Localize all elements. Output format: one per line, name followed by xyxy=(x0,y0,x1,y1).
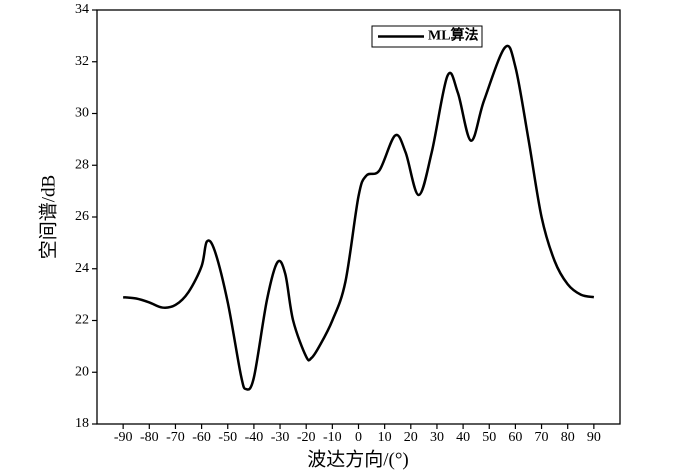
x-tick-label: -20 xyxy=(297,430,316,445)
x-tick-label: -70 xyxy=(166,430,185,445)
x-tick-label: -10 xyxy=(323,430,342,445)
x-tick-label: -30 xyxy=(271,430,290,445)
y-tick-label: 28 xyxy=(75,157,89,172)
x-axis-title: 波达方向/(°) xyxy=(307,448,409,470)
x-tick-label: 20 xyxy=(404,430,418,445)
y-tick-label: 34 xyxy=(75,2,89,17)
x-tick-label: 80 xyxy=(561,430,575,445)
x-tick-label: 40 xyxy=(456,430,470,445)
data-line xyxy=(123,44,595,391)
y-tick-label: 22 xyxy=(75,313,89,328)
y-tick-label: 18 xyxy=(75,416,89,431)
x-tick-label: 70 xyxy=(535,430,549,445)
x-tick-label: -40 xyxy=(245,430,264,445)
x-tick-label: -50 xyxy=(218,430,237,445)
x-tick-label: 30 xyxy=(430,430,444,445)
y-tick-label: 30 xyxy=(75,106,89,121)
y-tick-label: 24 xyxy=(75,261,89,276)
x-tick-label: 0 xyxy=(355,430,362,445)
x-tick-label: 90 xyxy=(587,430,601,445)
x-tick-label: 10 xyxy=(378,430,392,445)
x-tick-label: -80 xyxy=(140,430,159,445)
y-tick-label: 26 xyxy=(75,209,89,224)
y-axis-title: 空间谱/dB xyxy=(37,175,59,259)
legend-label: ML算法 xyxy=(428,27,479,44)
x-tick-label: 60 xyxy=(508,430,522,445)
y-tick-label: 32 xyxy=(75,54,89,69)
legend-box xyxy=(371,25,483,48)
x-tick-label: 50 xyxy=(482,430,496,445)
x-tick-label: -90 xyxy=(114,430,133,445)
x-tick-label: -60 xyxy=(192,430,211,445)
y-tick-label: 20 xyxy=(75,364,89,379)
